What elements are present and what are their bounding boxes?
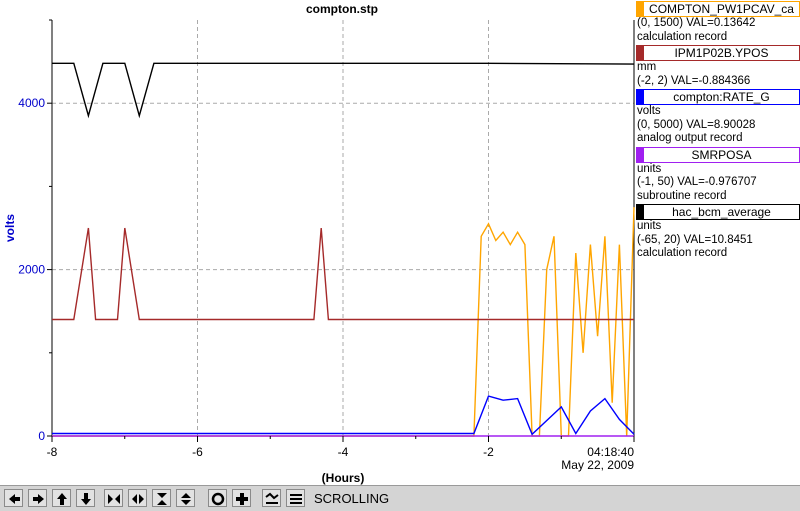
zoom-out-vertical-icon	[181, 493, 191, 505]
autoscale-button[interactable]	[208, 489, 227, 507]
zoom-in-horizontal-button[interactable]	[104, 489, 123, 507]
arrow-down-button[interactable]	[76, 489, 95, 507]
arrow-left-button[interactable]	[4, 489, 23, 507]
series-line-0	[52, 207, 635, 437]
chart-title: compton.stp	[306, 2, 378, 16]
legend-units: volts	[637, 105, 661, 117]
legend-range-value: (-2, 2) VAL=-0.884366	[637, 74, 751, 87]
zoom-in-vertical-icon	[157, 493, 167, 505]
arrow-left-icon	[9, 494, 20, 504]
legend-record-type: analog output record	[637, 132, 743, 144]
legend-range-value: (-1, 50) VAL=-0.976707	[637, 176, 757, 188]
legend-series-name[interactable]: hac_bcm_average	[636, 204, 800, 220]
legend-units: mm	[637, 61, 657, 73]
series-line-2	[52, 395, 635, 436]
arrow-right-icon	[33, 494, 44, 504]
legend-series-name[interactable]: compton:RATE_G	[636, 89, 800, 105]
arrow-up-icon	[57, 493, 67, 505]
scroll-status: SCROLLING	[314, 491, 390, 506]
x-tick-label: -6	[192, 445, 203, 459]
arrow-right-button[interactable]	[28, 489, 47, 507]
y-tick-label: 2000	[18, 263, 45, 277]
legend-record-type: calculation record	[637, 30, 728, 43]
chart: compton.stp volts (Hours) May 22, 2009 -…	[3, 2, 635, 485]
zoom-out-horizontal-icon	[132, 494, 144, 504]
arrow-down-icon	[81, 493, 91, 505]
y-axis-label: volts	[3, 214, 17, 242]
x-axis-label: (Hours)	[322, 471, 365, 485]
print-button[interactable]	[286, 489, 305, 507]
legend-range-value: (0, 1500) VAL=0.13642	[637, 17, 756, 29]
zoom-out-horizontal-button[interactable]	[128, 489, 147, 507]
y-tick-label: 4000	[18, 96, 45, 110]
series-line-4	[52, 62, 635, 119]
add-icon	[236, 493, 248, 505]
add-button[interactable]	[232, 489, 251, 507]
legend-record-type: subroutine record	[637, 189, 727, 202]
zoom-out-vertical-button[interactable]	[176, 489, 195, 507]
legend-range-value: (0, 5000) VAL=8.90028	[637, 118, 756, 131]
arrow-up-button[interactable]	[52, 489, 71, 507]
legend-series-name[interactable]: IPM1P02B.YPOS	[636, 45, 800, 61]
legend-entry[interactable]: SMRPOSA units (-1, 50) VAL=-0.976707 subrou…	[636, 146, 800, 204]
legend-units: units	[637, 162, 662, 175]
autoscale-icon	[211, 492, 225, 506]
print-icon	[290, 494, 302, 504]
legend-entry[interactable]: compton:RATE_G volts (0, 5000) VAL=8.90028…	[636, 89, 800, 146]
x-tick-label: 04:18:40	[587, 445, 634, 459]
legend-series-name[interactable]: COMPTON_PW1PCAV_ca	[636, 1, 800, 17]
legend-entry[interactable]: COMPTON_PW1PCAV_ca (0, 1500) VAL=0.13642 c…	[636, 1, 800, 44]
legend-series-name[interactable]: SMRPOSA	[636, 146, 800, 163]
scroll-mode-icon	[265, 492, 279, 504]
x-tick-label: -2	[483, 445, 494, 459]
series-line-1	[52, 227, 634, 321]
x-tick-label: -8	[47, 445, 58, 459]
legend-range-value: (-65, 20) VAL=10.8451	[637, 233, 753, 246]
x-tick-label: -4	[338, 445, 349, 459]
legend-entry[interactable]: hac_bcm_average units (-65, 20) VAL=10.845…	[636, 204, 800, 261]
legend-entry[interactable]: IPM1P02B.YPOS mm (-2, 2) VAL=-0.884366	[636, 45, 800, 88]
legend-record-type: calculation record	[637, 247, 728, 259]
zoom-in-horizontal-icon	[108, 494, 120, 504]
y-tick-label: 0	[38, 429, 45, 443]
scroll-mode-button[interactable]	[262, 489, 281, 507]
date-label: May 22, 2009	[561, 458, 634, 472]
legend-units: units	[637, 220, 662, 232]
zoom-in-vertical-button[interactable]	[152, 489, 171, 507]
legend: COMPTON_PW1PCAV_ca (0, 1500) VAL=0.13642 c…	[636, 0, 800, 261]
toolbar: SCROLLING	[0, 485, 800, 511]
